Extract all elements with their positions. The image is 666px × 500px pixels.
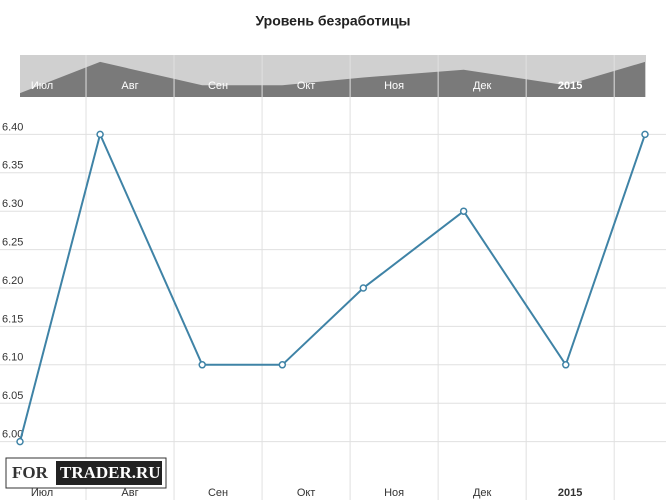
watermark-text: FOR <box>12 463 49 482</box>
x-tick-label: Авг <box>121 487 138 499</box>
point <box>278 361 287 369</box>
point <box>198 361 206 369</box>
y-tick-label: 6.15 <box>2 313 23 325</box>
watermark: FOR TRADER.RU <box>5 457 167 489</box>
point <box>16 437 24 446</box>
navigator-label: Дек <box>473 80 492 92</box>
point <box>562 361 570 369</box>
point <box>96 130 104 139</box>
navigator-label: Июл <box>31 80 53 92</box>
x-tick-label: Июл <box>31 487 53 499</box>
y-tick-label: 6.30 <box>2 198 23 210</box>
chart-title: Уровень безработицы <box>255 13 410 29</box>
navigator-area <box>20 61 645 97</box>
navigator-label: Авг <box>121 80 138 92</box>
watermark-dark <box>56 461 162 485</box>
point <box>641 130 649 139</box>
y-tick-label: 6.20 <box>2 275 23 287</box>
x-tick-label: Ноя <box>384 487 404 499</box>
line <box>19 131 646 442</box>
y-tick-label: 6.05 <box>2 390 23 402</box>
x-tick-label: Дек <box>473 487 492 499</box>
point <box>359 284 368 292</box>
navigator-label: Окт <box>297 80 316 92</box>
point <box>459 207 468 215</box>
x-tick-label: Окт <box>297 487 316 499</box>
y-tick-label: 6.00 <box>2 429 23 441</box>
navigator: Июл Авг Сен Окт Ноя Дек 2015 <box>20 61 645 97</box>
y-tick-label: 6.35 <box>2 160 23 172</box>
y-tick-label: 6.10 <box>2 352 23 364</box>
navigator-label: 2015 <box>558 80 582 92</box>
navigator-label: Сен <box>208 80 228 92</box>
x-tick-label: 2015 <box>558 487 582 499</box>
x-tick-label: Сен <box>208 487 228 499</box>
y-tick-label: 6.25 <box>2 237 23 249</box>
watermark-text: TRADER.RU <box>60 463 161 482</box>
plot: 6.00 6.05 6.10 6.15 6.20 6.25 6.30 6.35 6.40 Июл А… <box>0 55 666 500</box>
navigator-label: Ноя <box>384 80 404 92</box>
y-tick-label: 6.40 <box>2 121 23 133</box>
